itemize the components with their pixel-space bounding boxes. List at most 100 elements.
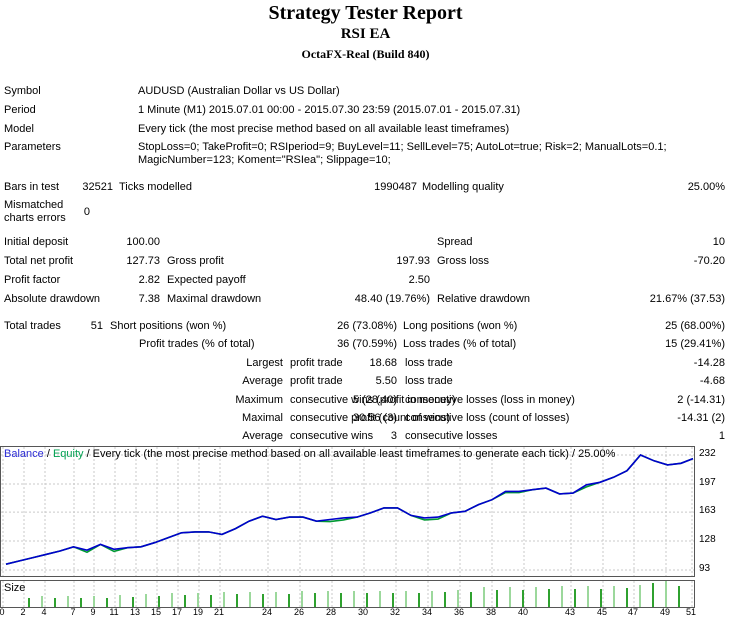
size-bar [483,587,485,607]
stat-label: Maximal drawdown [167,293,262,305]
size-bar [158,596,160,607]
stat-label: Short positions (won %) [110,320,227,332]
y-axis-label: 197 [699,476,716,488]
stat-label: Modelling quality [422,181,504,193]
x-axis-label: 28 [325,607,336,617]
stat-value: 2.50 [408,274,430,286]
x-axis-label: 11 [109,607,119,617]
stat-value: 15 (29.41%) [665,338,725,350]
size-bar [132,597,134,607]
size-label: Size [4,582,26,594]
stat-label: Total trades [4,320,61,332]
size-bar [80,598,82,607]
legend-description: / Every tick (the most precise method ba… [83,448,616,460]
size-bar [509,587,511,607]
x-axis-label: 2 [20,607,26,617]
balance-equity-chart [1,447,694,576]
stat-label: consecutive profit (count of wins) [290,412,451,424]
stat-label: Relative drawdown [437,293,530,305]
size-bar [496,590,498,607]
stat-label: consecutive loss (count of losses) [405,412,570,424]
info-label: Parameters [4,141,61,153]
x-axis-label: 30 [357,607,368,617]
size-bar [340,593,342,607]
stat-label: Long positions (won %) [403,320,518,332]
size-bar [548,589,550,607]
stat-label: loss trade [405,357,453,369]
size-bar [587,586,589,607]
stat-value: -70.20 [693,255,725,267]
stat-value: 5.50 [375,375,397,387]
size-bar [327,591,329,607]
stat-value: 1990487 [374,181,417,193]
size-bar [223,592,225,607]
size-bar [626,588,628,607]
stat-label: Gross loss [437,255,489,267]
x-axis-label: 9 [90,607,96,617]
stat-value: 1 [718,430,725,442]
stat-value: 7.38 [138,293,160,305]
stat-value: Maximum [235,394,283,406]
x-axis-label: 24 [261,607,272,617]
stat-value: 26 (73.08%) [337,320,397,332]
x-axis-label: 4 [41,607,47,617]
stat-value: Average [242,375,283,387]
size-panel: Size [0,580,695,608]
size-bar [639,585,641,607]
size-bar [301,591,303,607]
stat-label: profit trade [290,375,343,387]
equity-line [5,454,694,565]
legend-equity: Equity [52,448,84,460]
info-value: AUDUSD (Australian Dollar vs US Dollar) [138,85,340,97]
stat-label: consecutive wins (profit in money) [290,394,456,406]
x-axis-label: 15 [150,607,161,617]
stat-value: 197.93 [396,255,430,267]
size-bar [392,593,394,607]
x-axis-label: 43 [564,607,575,617]
size-bar [28,598,30,607]
info-label: Period [4,104,36,116]
size-bar [353,591,355,607]
legend-separator: / [43,448,53,460]
size-bar [54,598,56,607]
size-bar [171,593,173,607]
size-bar [184,595,186,607]
x-axis-label: 19 [192,607,203,617]
report-ea-name: RSI EA [340,26,391,42]
stat-label: consecutive losses [405,430,498,442]
size-bar [197,593,199,607]
stat-label: consecutive losses (loss in money) [405,394,575,406]
size-bar [93,596,95,607]
stat-label: Loss trades (% of total) [403,338,517,350]
stat-label: loss trade [405,375,453,387]
stat-label: profit trade [290,357,343,369]
size-bar [561,586,563,607]
stat-value: 36 (70.59%) [337,338,397,350]
stat-value: 127.73 [126,255,160,267]
y-axis-label: 93 [699,563,711,574]
stat-value: 25 (68.00%) [665,320,725,332]
size-bar [275,592,277,607]
size-bar [41,596,43,607]
stat-label: Expected payoff [167,274,246,286]
stat-value: 0 [83,206,90,218]
size-bar [106,598,108,607]
stat-label: Total net profit [4,255,74,267]
size-bar [652,583,654,607]
x-axis-label: 45 [596,607,607,617]
stat-value: 48.40 (19.76%) [354,293,430,305]
stat-value: 51 [90,320,103,332]
x-axis-label: 49 [659,607,670,617]
size-bar [119,595,121,607]
size-bar [314,593,316,607]
size-bar [379,591,381,607]
stat-value: 30.56 (3) [352,412,397,424]
size-bar [67,596,69,607]
size-bar [145,594,147,607]
x-axis-label: 0 [0,607,5,617]
stat-value: 100.00 [126,236,160,248]
chart-legend: Balance / Equity / Every tick (the most … [4,448,615,460]
info-value: Every tick (the most precise method base… [138,123,510,135]
x-axis-label: 21 [213,607,224,617]
